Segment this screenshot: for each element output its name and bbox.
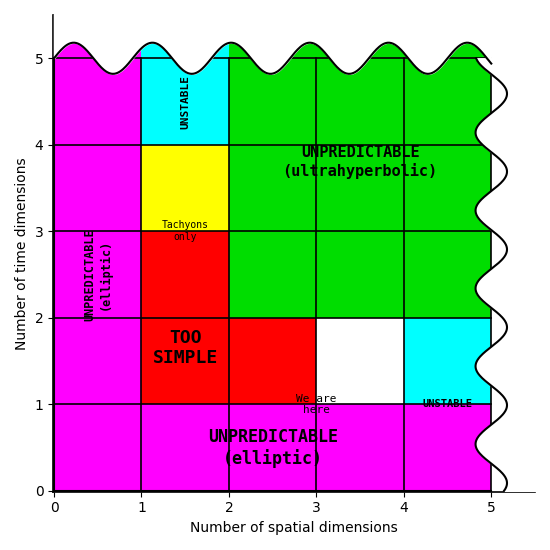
Bar	[404, 58, 491, 145]
Bar	[316, 232, 404, 318]
Bar	[316, 58, 404, 145]
Text: We are
here: We are here	[296, 394, 337, 415]
Bar	[316, 318, 404, 404]
Text: UNPREDICTABLE
(elliptic): UNPREDICTABLE (elliptic)	[208, 427, 338, 468]
Bar	[316, 404, 404, 491]
Bar	[404, 145, 491, 232]
Bar	[404, 0, 491, 58]
Bar	[54, 232, 141, 318]
Bar	[141, 232, 229, 318]
Bar	[229, 145, 316, 232]
Bar	[229, 318, 316, 404]
Bar	[229, 232, 316, 318]
Bar	[404, 232, 491, 318]
Bar	[141, 318, 229, 404]
Bar	[141, 58, 229, 145]
Text: UNSTABLE: UNSTABLE	[422, 399, 472, 409]
Bar	[141, 145, 229, 232]
Bar	[54, 0, 141, 58]
Y-axis label: Number of time dimensions: Number of time dimensions	[15, 157, 29, 350]
Bar	[54, 145, 141, 232]
Bar	[229, 58, 316, 145]
Bar	[54, 318, 141, 404]
Text: UNSTABLE: UNSTABLE	[180, 74, 190, 129]
Bar	[229, 404, 316, 491]
Bar	[404, 404, 491, 491]
Bar	[404, 318, 491, 404]
Bar	[141, 404, 229, 491]
Text: UNPREDICTABLE
(elliptic): UNPREDICTABLE (elliptic)	[84, 228, 112, 321]
Bar	[141, 0, 229, 58]
X-axis label: Number of spatial dimensions: Number of spatial dimensions	[190, 521, 398, 535]
Text: TOO
SIMPLE: TOO SIMPLE	[152, 329, 218, 367]
Bar	[316, 0, 404, 58]
Bar	[229, 0, 316, 58]
Bar	[316, 145, 404, 232]
Text: UNPREDICTABLE
(ultrahyperbolic): UNPREDICTABLE (ultrahyperbolic)	[283, 145, 438, 179]
Bar	[54, 404, 141, 491]
Bar	[54, 58, 141, 145]
Text: Tachyons
only: Tachyons only	[162, 221, 208, 242]
